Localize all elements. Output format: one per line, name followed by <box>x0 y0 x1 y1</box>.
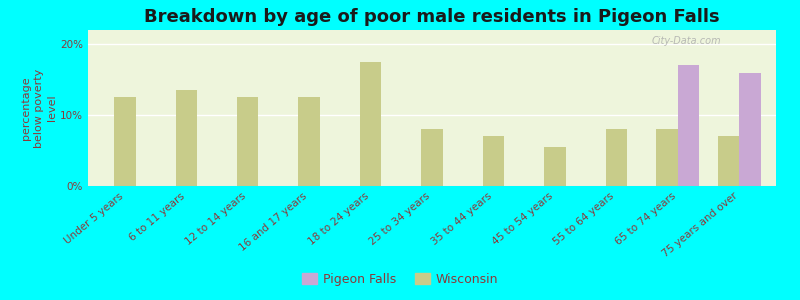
Bar <box>237 98 258 186</box>
Bar <box>544 147 566 186</box>
Legend: Pigeon Falls, Wisconsin: Pigeon Falls, Wisconsin <box>297 268 503 291</box>
Text: City-Data.com: City-Data.com <box>652 36 722 46</box>
Bar <box>606 129 627 186</box>
Bar <box>678 65 699 186</box>
Bar <box>175 90 197 186</box>
Title: Breakdown by age of poor male residents in Pigeon Falls: Breakdown by age of poor male residents … <box>144 8 720 26</box>
Bar <box>360 62 382 186</box>
Bar <box>656 129 678 186</box>
Bar <box>482 136 504 186</box>
Bar <box>422 129 442 186</box>
Bar <box>298 98 320 186</box>
Bar <box>739 73 761 186</box>
Bar <box>718 136 739 186</box>
Y-axis label: percentage
below poverty
level: percentage below poverty level <box>21 68 58 148</box>
Bar <box>114 98 136 186</box>
